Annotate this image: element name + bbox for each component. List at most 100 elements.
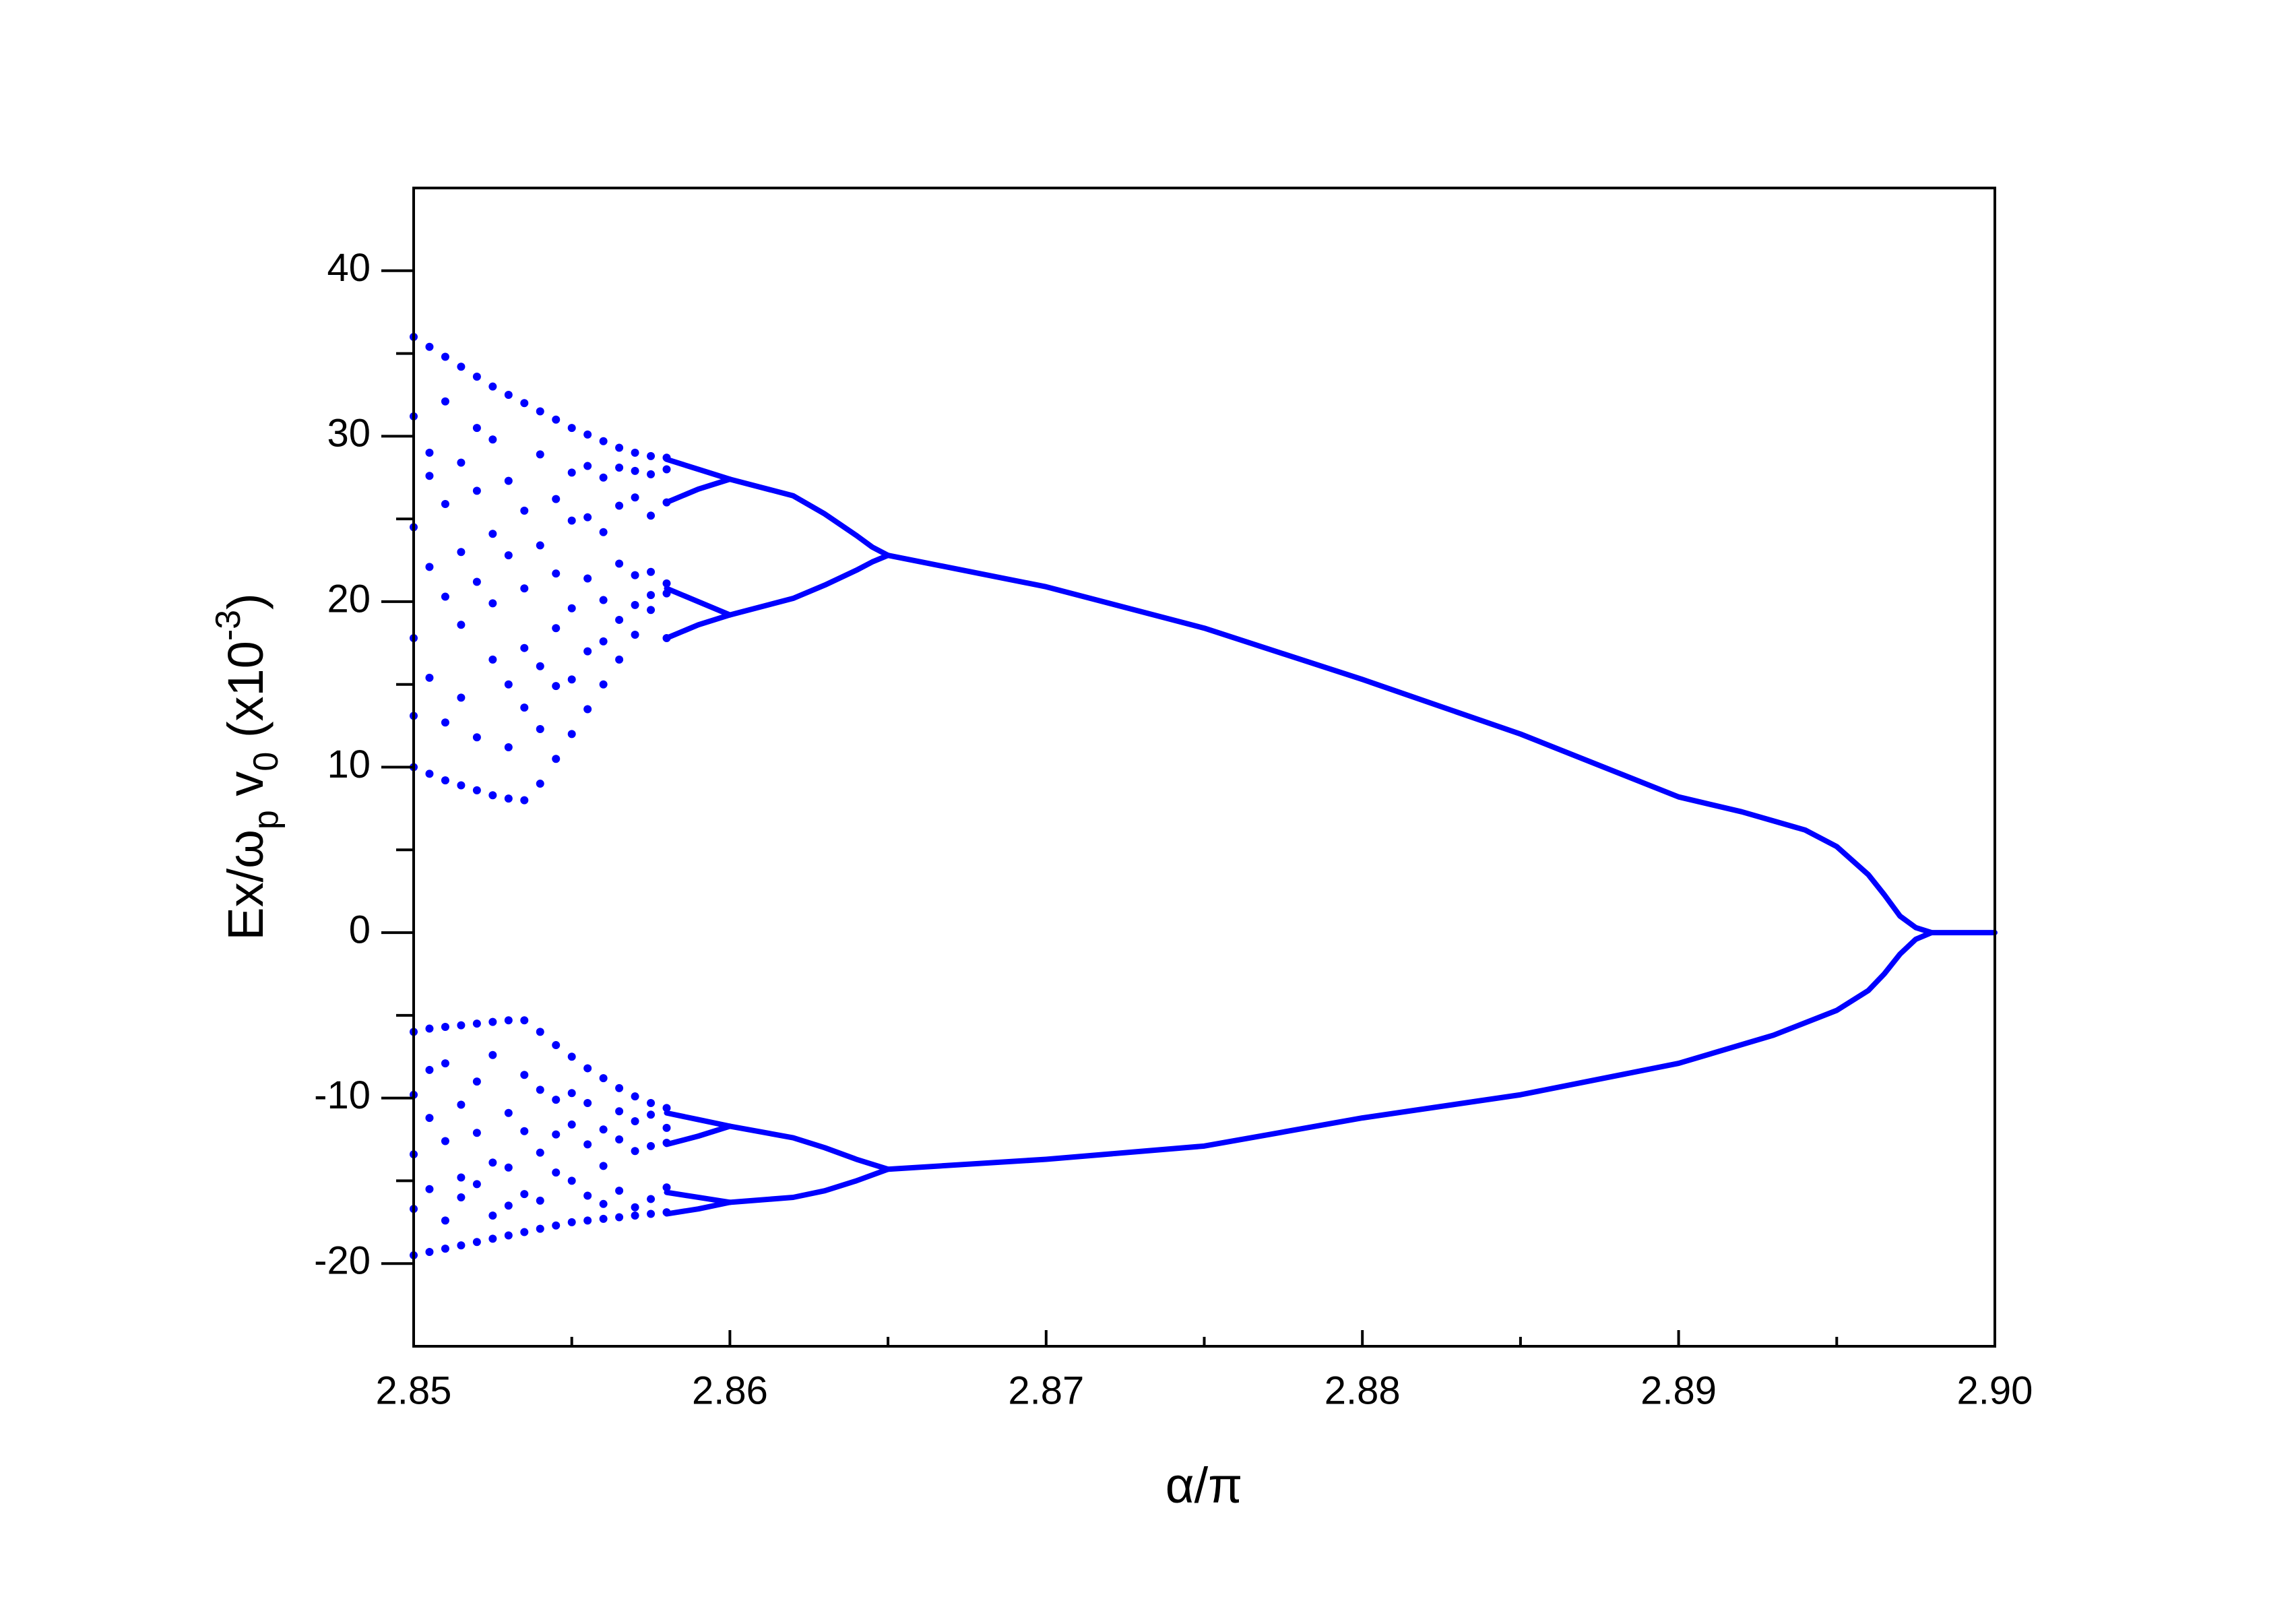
data-point (425, 769, 434, 778)
data-point (583, 1216, 592, 1225)
branch-line (664, 476, 733, 505)
data-point (615, 464, 624, 472)
y-tick-label: 40 (327, 246, 371, 290)
data-point (583, 462, 592, 470)
data-point (662, 1183, 671, 1192)
data-point (599, 1074, 608, 1083)
data-point (552, 624, 561, 633)
data-point (504, 551, 513, 560)
data-point (536, 1086, 544, 1094)
data-point (520, 584, 529, 593)
data-point (425, 563, 434, 571)
y-axis-label-part: Ex/ω (218, 829, 274, 941)
branch-line (727, 553, 891, 618)
data-point (583, 574, 592, 583)
data-point (520, 1190, 529, 1199)
data-point (457, 1241, 466, 1250)
data-point (567, 1052, 576, 1061)
data-point (552, 495, 561, 503)
data-point (425, 1185, 434, 1193)
data-point (520, 643, 529, 652)
branch-line (664, 1110, 733, 1129)
data-point (520, 506, 529, 515)
data-point (457, 458, 466, 467)
data-point (552, 1096, 561, 1104)
data-point (583, 647, 592, 656)
data-point (552, 755, 561, 763)
data-point (472, 486, 481, 495)
data-point (631, 1092, 639, 1101)
data-point (599, 1199, 608, 1208)
data-point (520, 1016, 529, 1025)
data-point (488, 530, 497, 538)
data-point (631, 571, 639, 579)
data-point (457, 693, 466, 702)
data-point (472, 1238, 481, 1247)
data-point (504, 390, 513, 399)
data-point (520, 399, 529, 408)
data-point (599, 437, 608, 445)
data-point (631, 631, 639, 639)
data-point (567, 1089, 576, 1098)
data-point (615, 501, 624, 510)
data-point (631, 600, 639, 609)
data-point (504, 1231, 513, 1240)
data-point (457, 548, 466, 557)
data-point (647, 1195, 656, 1203)
branch-line (727, 1123, 891, 1172)
data-point (472, 733, 481, 742)
data-point (520, 1228, 529, 1236)
plot-frame (412, 187, 1996, 1348)
data-point (441, 397, 449, 406)
data-point (583, 430, 592, 439)
data-point (472, 1077, 481, 1086)
data-point (599, 596, 608, 604)
data-point (441, 1023, 449, 1032)
y-tick-label: 10 (327, 743, 371, 786)
data-point (536, 662, 544, 670)
data-point (504, 794, 513, 803)
data-point (552, 1168, 561, 1177)
data-point (472, 577, 481, 586)
y-axis-label-part: 0 (247, 752, 286, 772)
data-point (647, 451, 656, 460)
branch-line (885, 930, 1935, 1172)
data-point (536, 1028, 544, 1036)
data-point (488, 655, 497, 664)
data-point (567, 675, 576, 684)
data-point (631, 1117, 639, 1126)
x-tick-label: 2.86 (692, 1369, 768, 1412)
branch-line (727, 1166, 891, 1205)
data-point (441, 500, 449, 509)
data-point (504, 1201, 513, 1210)
data-point (488, 382, 497, 391)
data-point (567, 1120, 576, 1129)
data-point (488, 435, 497, 444)
data-point (583, 1140, 592, 1149)
y-axis-label-part: -3 (209, 610, 248, 641)
data-point (615, 1135, 624, 1144)
data-point (488, 1017, 497, 1026)
data-point (520, 796, 529, 805)
data-point (631, 493, 639, 502)
data-point (457, 363, 466, 371)
branch-line (664, 456, 733, 482)
data-point (472, 372, 481, 381)
data-point (647, 1141, 656, 1150)
data-point (662, 1104, 671, 1112)
branch-line (664, 1199, 733, 1217)
data-point (631, 1203, 639, 1212)
data-point (457, 1193, 466, 1201)
data-point (536, 780, 544, 788)
data-point (504, 743, 513, 752)
data-point (662, 579, 671, 588)
data-point (441, 1059, 449, 1068)
data-point (457, 1021, 466, 1030)
data-point (504, 476, 513, 485)
data-point (647, 1110, 656, 1119)
data-point (615, 1083, 624, 1092)
data-point (552, 1041, 561, 1050)
data-point (599, 1125, 608, 1134)
data-point (631, 466, 639, 475)
x-tick-label: 2.87 (1008, 1369, 1084, 1412)
